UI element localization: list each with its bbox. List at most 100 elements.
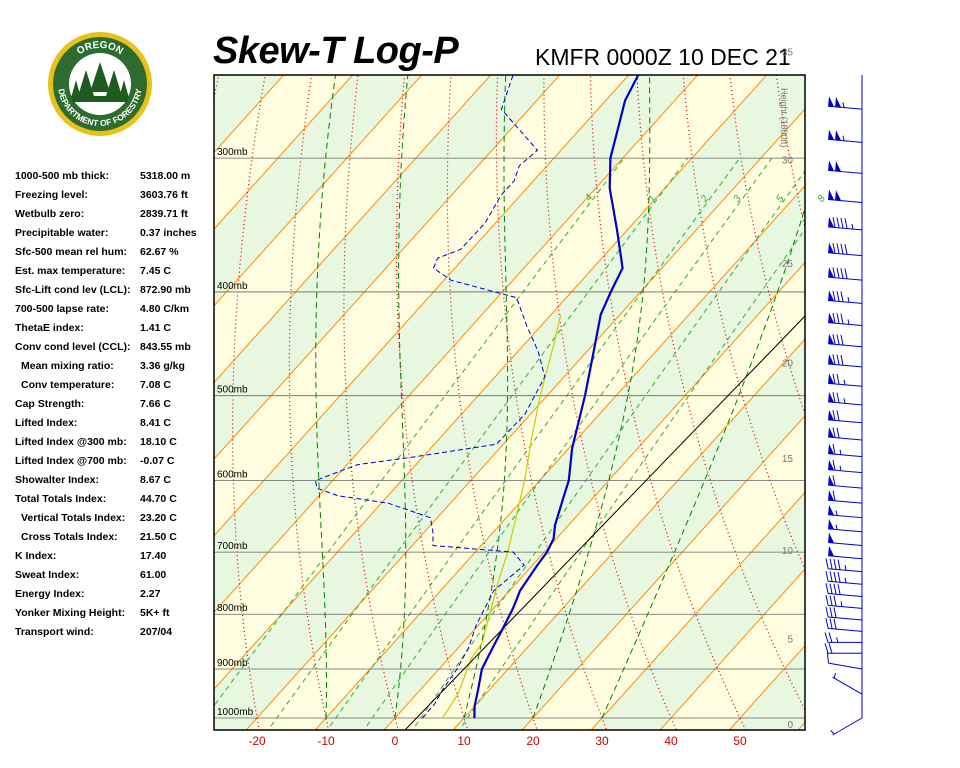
wind-barb-pennant <box>835 161 842 172</box>
stat-row: Mean mixing ratio: 3.36 g/kg <box>15 358 215 377</box>
isotherm-line <box>214 75 630 537</box>
pressure-label: 600mb <box>217 469 248 480</box>
height-tick-label: 30 <box>782 156 794 167</box>
wind-barb-feather <box>836 354 840 366</box>
dry-adiabat-line <box>395 75 469 730</box>
wind-barb-pennant <box>828 312 835 324</box>
wind-barb-feather <box>832 354 836 365</box>
stat-value: 872.90 mb <box>140 284 191 296</box>
stat-value: 18.10 C <box>140 436 177 448</box>
dry-adiabat-line <box>775 75 805 231</box>
isotherm-line <box>214 75 423 307</box>
stat-row: Lifted Index @700 mb: -0.07 C <box>15 453 215 472</box>
stat-row: Sweat Index: 61.00 <box>15 567 215 586</box>
wind-barb-staff <box>828 226 863 231</box>
wind-barb-half-feather <box>835 510 838 516</box>
stat-value: 21.50 C <box>140 531 177 543</box>
dry-adiabat-line <box>800 0 960 762</box>
dry-adiabat-line <box>950 0 960 762</box>
wind-barb-feather <box>833 607 837 618</box>
wind-barb-feather <box>829 558 833 570</box>
wind-barb-feather <box>837 559 841 570</box>
mixing-ratio-line <box>214 157 625 707</box>
stat-value: 4.80 C/km <box>140 303 190 315</box>
wind-barb-staff <box>828 322 863 327</box>
wind-barb <box>828 267 863 281</box>
temperature-tick-label: 10 <box>457 734 471 748</box>
wind-barb-staff <box>828 436 863 441</box>
wind-barb <box>828 504 863 519</box>
wind-barb-feather <box>832 217 836 228</box>
temperature-tick-label: 40 <box>664 734 678 748</box>
wind-barb-feather <box>828 632 833 643</box>
stat-label: Freezing level: <box>15 189 88 201</box>
wind-barb-staff <box>828 419 863 424</box>
wind-barb-pennant <box>828 490 835 501</box>
stat-row: Est. max temperature: 7.45 C <box>15 263 215 282</box>
wind-barb-pennant <box>835 96 842 108</box>
stat-row: Sfc-500 mean rel hum: 62.67 % <box>15 244 215 263</box>
chart-title: Skew-T Log-P <box>213 30 459 72</box>
height-tick-label: 15 <box>782 454 794 465</box>
wind-barb-pennant <box>828 532 835 544</box>
wind-barb-half-feather <box>844 577 847 583</box>
stat-value: 62.67 % <box>140 246 179 258</box>
wind-barb-feather <box>833 618 837 630</box>
wind-barb-staff <box>828 616 863 621</box>
pressure-label: 900mb <box>217 658 248 669</box>
wind-barb <box>828 391 863 406</box>
wind-barb-feather <box>825 558 829 569</box>
wind-barb-half-feather <box>843 398 846 404</box>
wind-barb-feather <box>840 243 844 255</box>
wind-barb-half-feather <box>839 465 842 471</box>
wind-barb <box>832 672 863 695</box>
wind-barb-feather <box>833 583 837 595</box>
wind-barb-pennant <box>828 242 835 254</box>
wind-barb-feather <box>836 243 840 254</box>
stat-label: K Index: <box>15 550 57 562</box>
stat-row: Energy Index: 2.27 <box>15 586 215 605</box>
mixing-ratio-label: 8 <box>816 193 828 204</box>
wind-barb <box>825 618 863 632</box>
wind-barb-feather <box>836 392 840 403</box>
pressure-label: 1000mb <box>217 707 254 718</box>
wind-barb-staff <box>828 276 863 281</box>
stat-label: Energy Index: <box>15 588 85 600</box>
mixing-ratio-label: 5 <box>774 193 786 204</box>
mixing-ratio-label: 1 <box>647 194 659 205</box>
stat-label: Precipitable water: <box>15 227 109 239</box>
temperature-tick-label: 50 <box>733 734 747 748</box>
wind-barb-feather <box>826 652 830 664</box>
isotherm-line <box>214 75 354 230</box>
wind-barb-staff <box>828 541 863 546</box>
stats-panel: 1000-500 mb thick: 5318.00 m Freezing leve… <box>15 168 215 643</box>
wind-barb-feather <box>836 373 840 385</box>
wind-barb-pennant <box>828 96 835 107</box>
wind-barb <box>824 632 862 643</box>
wind-barb-staff <box>828 662 863 670</box>
temperature-profile <box>473 75 640 719</box>
wind-barb-feather <box>824 643 829 654</box>
wind-barb-pennant <box>828 373 835 384</box>
wind-barb-feather <box>840 268 844 279</box>
height-axis-title: Height (1000ft) <box>779 88 789 148</box>
oregon-forestry-logo: OREGON DEPARTMENT OF FORESTRY <box>48 32 152 136</box>
height-tick-label: 20 <box>782 359 794 370</box>
pressure-label: 400mb <box>217 281 248 292</box>
wind-barb-half-feather <box>842 102 845 108</box>
wind-barb-feather <box>836 427 840 439</box>
wind-barb-pennant <box>828 267 835 278</box>
wind-barb-feather <box>844 244 848 255</box>
wind-barb-staff <box>832 717 863 736</box>
stat-label: Yonker Mixing Height: <box>15 607 126 619</box>
height-tick-label: 10 <box>782 546 794 557</box>
wind-barb-feather <box>836 313 840 324</box>
stat-row: Conv cond level (CCL): 843.55 mb <box>15 339 215 358</box>
temperature-tick-label: 30 <box>595 734 609 748</box>
stat-value: 3.36 g/kg <box>140 360 185 372</box>
wind-barb-feather <box>825 570 829 582</box>
moist-adiabat-line <box>601 206 805 719</box>
wind-barb-feather <box>825 606 829 618</box>
height-tick-label: 5 <box>787 635 793 646</box>
